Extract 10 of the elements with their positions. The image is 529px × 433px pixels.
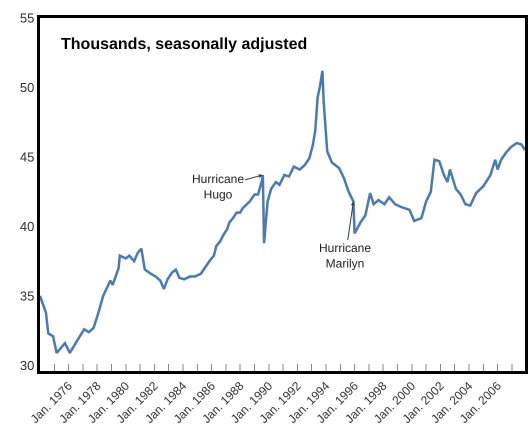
text: Thousands, seasonally adjusted [61, 36, 308, 53]
y-tick-label: 45 [20, 150, 34, 165]
y-tick-label: 40 [20, 219, 34, 234]
annotation: Hurricane Marilyn [319, 241, 372, 271]
y-tick-label: 55 [20, 10, 34, 26]
y-tick-label: 50 [20, 80, 34, 96]
y-tick-label: 30 [20, 358, 34, 373]
annotation: Hurricane Hugo [192, 172, 244, 202]
line-series [40, 70, 525, 354]
y-tick-label: 35 [20, 288, 34, 304]
